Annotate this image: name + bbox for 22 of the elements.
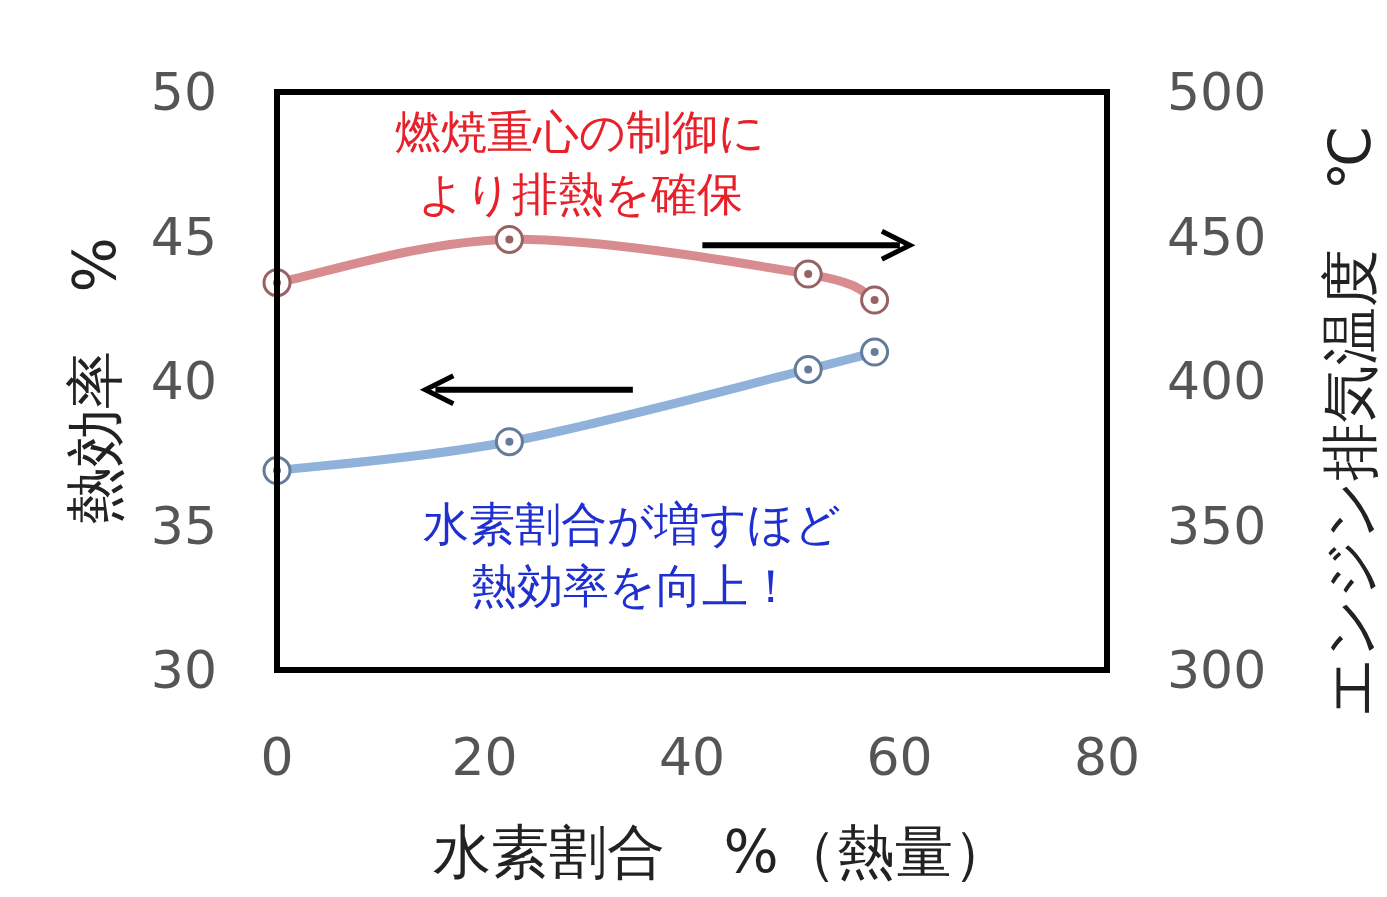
y2-tick-label: 300 <box>1167 640 1267 700</box>
annotation: より排熱を確保 <box>417 167 743 221</box>
y-axis-title: 熱効率 % <box>61 237 129 525</box>
y2-tick-label: 400 <box>1167 351 1267 411</box>
x-tick-label: 60 <box>866 727 933 787</box>
y-tick-label: 50 <box>150 62 217 122</box>
y-tick-label: 30 <box>150 640 217 700</box>
y2-tick-label: 500 <box>1167 62 1267 122</box>
y-tick-label: 45 <box>150 206 217 267</box>
y-tick-label: 35 <box>150 495 217 556</box>
x-tick-label: 40 <box>658 727 726 787</box>
y2-tick-label: 450 <box>1167 206 1267 267</box>
x-tick-label: 20 <box>451 727 518 787</box>
x-axis-title: 水素割合 %（熱量） <box>433 818 1011 886</box>
x-tick-label: 0 <box>260 727 294 787</box>
y2-tick-label: 350 <box>1167 495 1267 556</box>
y2-axis-title: エンジン排気温度 ℃ <box>1316 125 1384 717</box>
y-tick-label: 40 <box>150 351 217 411</box>
annotation: 水素割合が増すほど <box>423 497 841 551</box>
annotation: 熱効率を向上！ <box>470 559 794 613</box>
x-tick-label: 80 <box>1073 727 1141 787</box>
annotation: 燃焼重心の制御に <box>395 105 765 159</box>
